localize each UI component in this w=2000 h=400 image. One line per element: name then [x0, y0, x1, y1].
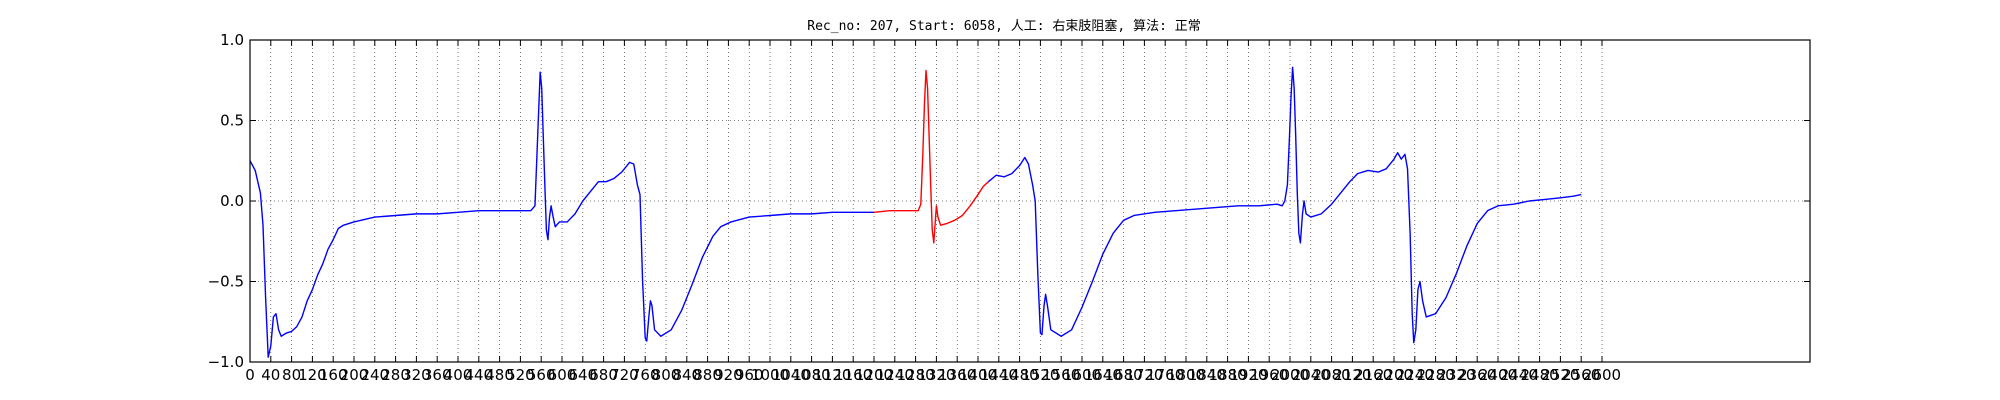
x-tick-label: 1320 [917, 366, 955, 384]
y-tick-label: 0.5 [220, 112, 244, 130]
x-tick-label: 2320 [1437, 366, 1475, 384]
x-tick-label: 1200 [855, 366, 893, 384]
x-tick-label: 320 [402, 366, 431, 384]
x-tick-label: 480 [485, 366, 514, 384]
x-tick-label: 400 [444, 366, 473, 384]
x-tick-label: 1560 [1042, 366, 1080, 384]
axis-ticks: 0 40 8012016020024028032036040044048052056… [208, 31, 1810, 384]
x-tick-label: 1640 [1084, 366, 1122, 384]
x-tick-label: 1960 [1250, 366, 1288, 384]
x-tick-label: 520 [506, 366, 535, 384]
x-tick-label: 2560 [1562, 366, 1600, 384]
x-tick-label: 1920 [1229, 366, 1267, 384]
x-tick-label: 1480 [1001, 366, 1039, 384]
x-tick-label: 1160 [834, 366, 872, 384]
x-tick-label: 2240 [1396, 366, 1434, 384]
x-tick-label: 1360 [938, 366, 976, 384]
x-tick-label: 1800 [1167, 366, 1205, 384]
x-tick-label: 80 [282, 366, 301, 384]
chart-title: Rec_no: 207, Start: 6058, 人工: 右束肢阻塞, 算法:… [807, 18, 1200, 34]
x-tick-label: 1840 [1188, 366, 1226, 384]
x-tick-label: 2400 [1479, 366, 1517, 384]
x-tick-label: 1880 [1209, 366, 1247, 384]
x-tick-label: 2040 [1292, 366, 1330, 384]
y-tick-label: −0.5 [208, 273, 244, 291]
x-tick-label: 1720 [1125, 366, 1163, 384]
signal-lines [249, 66, 1582, 358]
ecg-signal-line [249, 71, 874, 358]
x-tick-label: 640 [568, 366, 597, 384]
x-tick-label: 2440 [1500, 366, 1538, 384]
x-tick-label: 2520 [1541, 366, 1579, 384]
x-tick-label: 1760 [1146, 366, 1184, 384]
x-tick-label: 720 [610, 366, 639, 384]
x-tick-label: 2080 [1313, 366, 1351, 384]
x-tick-label: 560 [527, 366, 556, 384]
x-tick-label: 240 [360, 366, 389, 384]
x-tick-label: 680 [589, 366, 618, 384]
x-tick-label: 600 [548, 366, 577, 384]
x-tick-label: 2000 [1271, 366, 1309, 384]
x-tick-label: 120 [298, 366, 327, 384]
x-tick-label: 40 [261, 366, 280, 384]
y-tick-label: −1.0 [208, 353, 244, 371]
x-tick-label: 1600 [1063, 366, 1101, 384]
x-tick-label: 2360 [1458, 366, 1496, 384]
x-tick-label: 1120 [813, 366, 851, 384]
x-tick-label: 360 [423, 366, 452, 384]
x-tick-label: 1400 [959, 366, 997, 384]
x-tick-label: 160 [319, 366, 348, 384]
x-tick-label: 1040 [772, 366, 810, 384]
x-tick-label: 2120 [1333, 366, 1371, 384]
x-tick-label: 440 [464, 366, 493, 384]
highlighted-beat-line [873, 69, 989, 244]
x-tick-label: 800 [652, 366, 681, 384]
x-tick-label: 1440 [980, 366, 1018, 384]
x-tick-label: 2200 [1375, 366, 1413, 384]
x-tick-label: 0 [245, 366, 255, 384]
x-tick-label: 840 [672, 366, 701, 384]
x-tick-label: 880 [693, 366, 722, 384]
x-tick-label: 1520 [1021, 366, 1059, 384]
x-tick-label: 760 [631, 366, 660, 384]
x-tick-label: 200 [340, 366, 369, 384]
x-tick-label: 1000 [751, 366, 789, 384]
x-tick-label: 960 [735, 366, 764, 384]
x-tick-label: 1080 [793, 366, 831, 384]
x-tick-label: 2160 [1354, 366, 1392, 384]
ecg-signal-line [987, 66, 1582, 344]
x-tick-label: 2480 [1521, 366, 1559, 384]
grid [250, 40, 1810, 362]
x-tick-label: 2600 [1583, 366, 1621, 384]
x-tick-label: 2280 [1417, 366, 1455, 384]
x-tick-label: 920 [714, 366, 743, 384]
y-tick-label: 1.0 [220, 31, 244, 49]
x-tick-label: 1280 [897, 366, 935, 384]
x-tick-label: 1240 [876, 366, 914, 384]
y-tick-label: 0.0 [220, 192, 244, 210]
x-tick-label: 280 [381, 366, 410, 384]
x-tick-label: 1680 [1105, 366, 1143, 384]
